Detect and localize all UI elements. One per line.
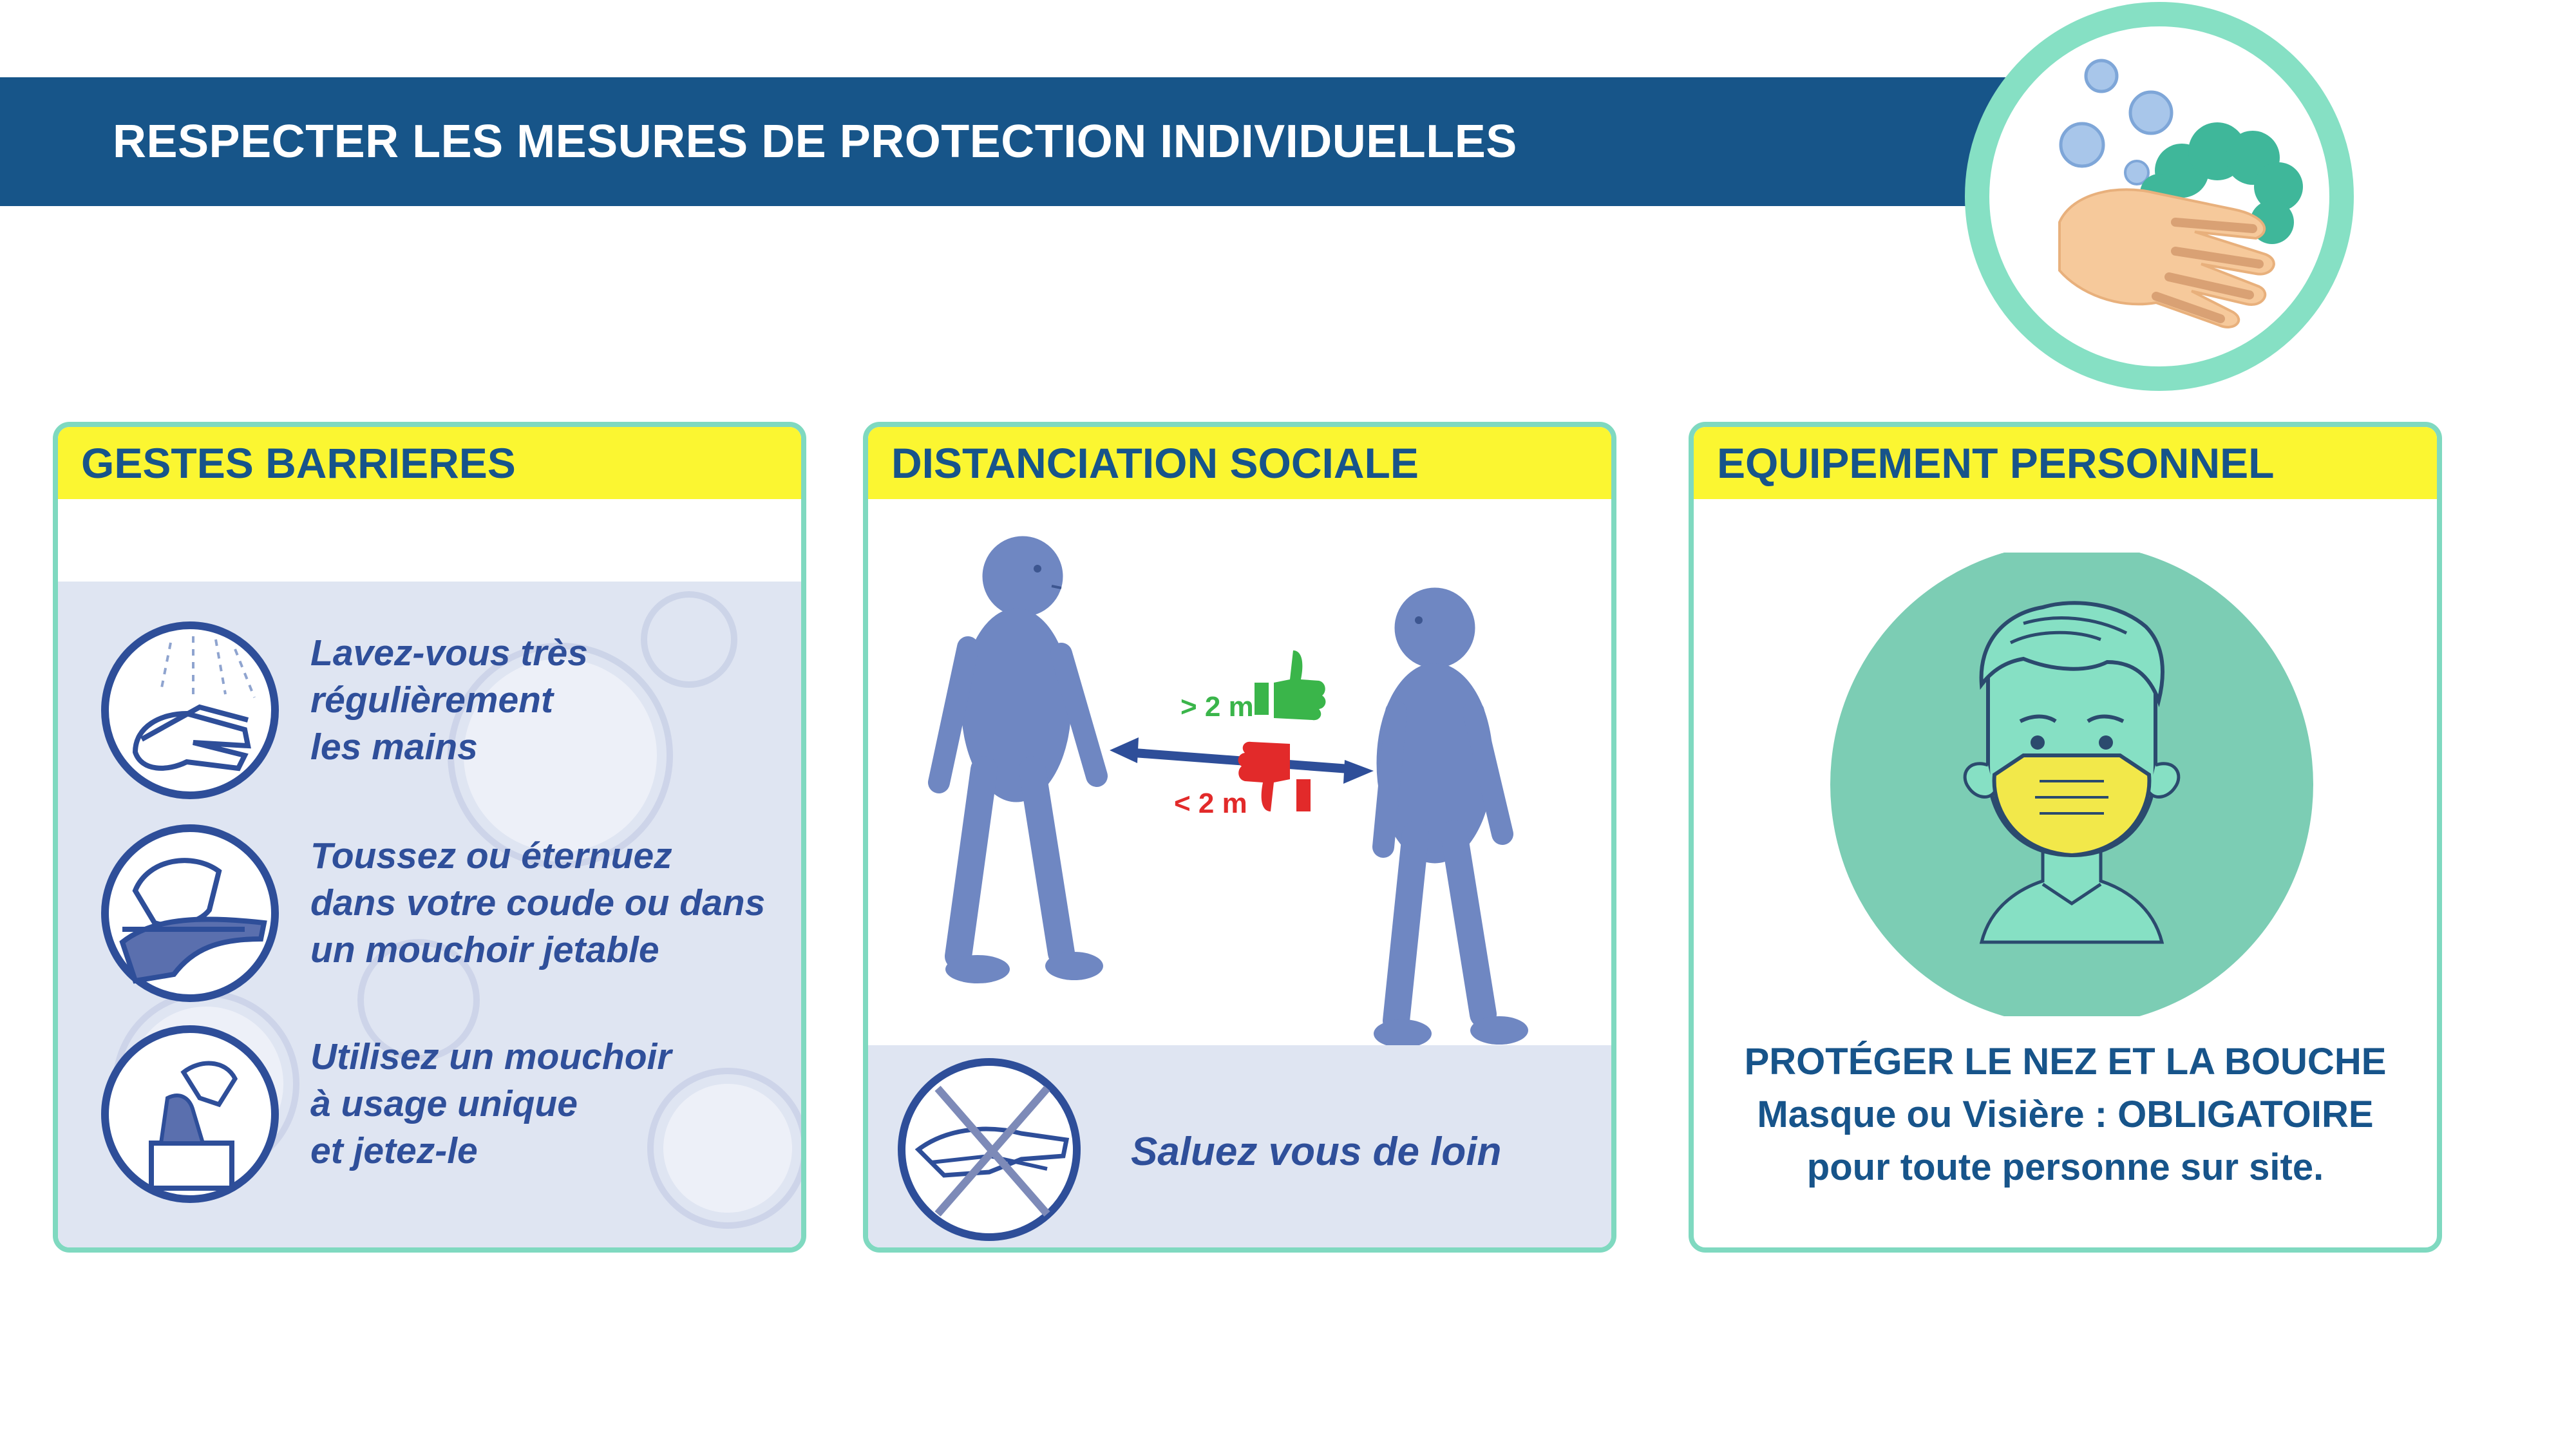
card-title: DISTANCIATION SOCIALE bbox=[891, 439, 1419, 487]
instruction-line: pour toute personne sur site. bbox=[1806, 1146, 2324, 1188]
virus-background: Lavez-vous très régulièrement les mains … bbox=[58, 582, 801, 1247]
card-header: GESTES BARRIERES bbox=[58, 427, 801, 499]
handwashing-icon bbox=[1963, 0, 2356, 393]
mask-instructions: PROTÉGER LE NEZ ET LA BOUCHE Masque ou V… bbox=[1694, 1036, 2437, 1194]
card-equipement-personnel: EQUIPEMENT PERSONNEL bbox=[1689, 422, 2442, 1253]
instruction-line: PROTÉGER LE NEZ ET LA BOUCHE bbox=[1744, 1041, 2387, 1083]
distance-too-close-label: < 2 m bbox=[1174, 788, 1247, 819]
card-title: GESTES BARRIERES bbox=[81, 439, 516, 487]
instruction-text: Lavez-vous très régulièrement les mains bbox=[310, 632, 588, 768]
hand-washing-icon bbox=[97, 617, 283, 804]
tissue-box-icon bbox=[97, 1021, 283, 1208]
greeting-panel: Saluez vous de loin bbox=[868, 1045, 1611, 1247]
distance-ok-label: > 2 m bbox=[1180, 691, 1254, 723]
thumbs-up-icon bbox=[1255, 650, 1326, 721]
header-banner: RESPECTER LES MESURES DE PROTECTION INDI… bbox=[0, 77, 2022, 206]
thumbs-down-icon bbox=[1238, 741, 1311, 811]
no-handshake-icon bbox=[893, 1053, 1086, 1246]
distancing-illustration bbox=[928, 536, 1528, 1048]
sneeze-elbow-icon bbox=[97, 820, 283, 1007]
card-title: EQUIPEMENT PERSONNEL bbox=[1717, 439, 2275, 487]
page-title: RESPECTER LES MESURES DE PROTECTION INDI… bbox=[113, 116, 1517, 167]
card-distanciation-sociale: DISTANCIATION SOCIALE bbox=[863, 422, 1616, 1253]
instruction-text: Utilisez un mouchoir à usage unique et j… bbox=[310, 1036, 672, 1171]
card-header: DISTANCIATION SOCIALE bbox=[868, 427, 1611, 499]
face-mask-icon bbox=[1830, 543, 2313, 1026]
greeting-text: Saluez vous de loin bbox=[1131, 1130, 1502, 1174]
instruction-line: Masque ou Visière : OBLIGATOIRE bbox=[1757, 1094, 2374, 1135]
card-gestes-barrieres: GESTES BARRIERES bbox=[53, 422, 806, 1253]
instruction-text: Toussez ou éternuez dans votre coude ou … bbox=[310, 835, 766, 971]
card-header: EQUIPEMENT PERSONNEL bbox=[1694, 427, 2437, 499]
